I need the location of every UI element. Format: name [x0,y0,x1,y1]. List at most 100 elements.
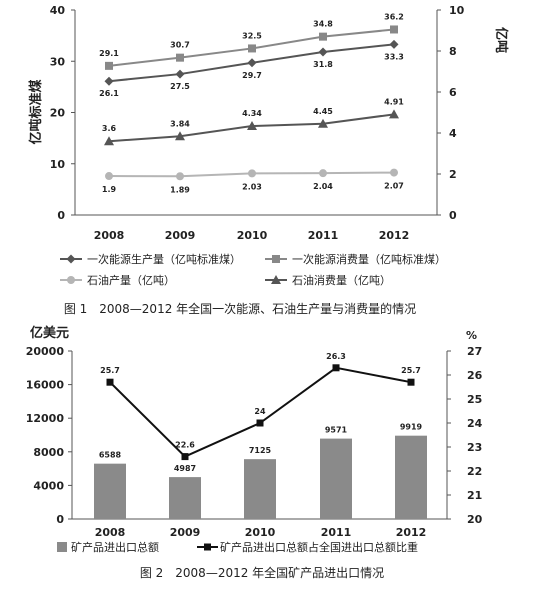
chart2-x-tick-label: 2012 [396,526,427,539]
chart1-legend-3-marker [271,275,281,284]
chart1-series-0-point [389,39,399,49]
chart1-series-1-point [319,32,327,41]
chart1-left-tick-label: 40 [50,4,66,17]
chart1-series-2-point [176,172,184,181]
chart1-series-0-data-label: 29.7 [242,71,262,80]
chart1-series-1-data-label: 36.2 [384,12,404,21]
chart1-left-tick-label: 0 [57,209,65,222]
chart2-ratio-label: 24 [254,407,266,416]
chart1-series-3-point [247,121,257,131]
chart1-legend-2-marker [67,276,75,284]
chart2-left-tick-label: 20000 [26,345,65,358]
chart2-bar [395,435,427,519]
chart1-series-3-point [389,109,399,119]
chart1-right-tick-label: 8 [449,45,457,58]
chart1-series-3-data-label: 3.84 [170,119,190,128]
chart1-series-2-point [319,169,327,178]
chart-mineral-trade: 0 4000 8000 12000 16000 20000 20 21 22 23 24 25 26 27… [26,325,483,554]
chart1-series-1-data-label: 32.5 [242,31,262,40]
chart2-right-tick-label: 24 [467,417,483,430]
chart1-right-tick-label: 2 [449,168,457,181]
chart1-series-1-point [176,53,184,62]
chart2-right-tick-label: 23 [467,441,482,454]
chart1-series-1-data-label: 30.7 [170,41,190,50]
chart1-right-tick-label: 0 [449,209,457,222]
chart1-x-tick-label: 2009 [165,229,196,242]
chart2-ratio-label: 25.7 [100,366,120,375]
chart2-right-tick-label: 22 [467,465,482,478]
chart1-series-3-data-label: 3.6 [102,124,117,133]
chart2-ratio-label: 25.7 [401,366,421,375]
chart1-series-0-data-label: 31.8 [313,60,333,69]
chart1-right-tick-label: 10 [449,4,465,17]
chart1-series-3-point [104,136,114,146]
chart2-legend-bar-label: 矿产品进出口总额 [71,540,159,554]
chart2-bar [244,459,276,519]
chart1-series-2-data-label: 1.9 [102,185,117,194]
chart1-series-1-data-label: 34.8 [313,20,333,29]
chart1-series-1-point [248,44,256,53]
chart2-right-tick-label: 27 [467,345,482,358]
chart2-ratio-label: 22.6 [175,441,195,450]
chart2-bar-label: 7125 [249,446,272,455]
chart1-series-0-data-label: 27.5 [170,82,190,91]
chart1-series-2-point [105,172,113,181]
chart2-left-tick-label: 4000 [33,479,64,492]
chart1-left-tick-label: 20 [50,107,66,120]
chart1-legend-2-label: 石油产量（亿吨） [87,273,175,287]
chart2-bar [320,438,352,519]
chart1-series-2-data-label: 2.04 [313,182,333,191]
chart-energy-oil: 0 10 20 30 40 0 2 4 6 8 10 2008 2009 2010 2011 2012 亿吨标准… [28,4,509,287]
chart1-series-0-data-label: 33.3 [384,52,404,61]
chart2-right-tick-label: 25 [467,393,482,406]
chart1-legend-0-label: 一次能源生产量（亿吨标准煤） [87,252,241,266]
chart2-left-tick-label: 8000 [33,446,64,459]
chart1-series-3-data-label: 4.45 [313,107,333,116]
chart1-series-0-point [247,58,257,68]
chart2-bar [94,463,126,519]
chart2-bar-label: 4987 [174,464,196,473]
chart1-series-1-data-label: 29.1 [99,49,119,58]
chart2-bar [169,477,201,519]
chart1-left-tick-label: 10 [50,158,66,171]
chart1-caption: 图 1 2008—2012 年全国一次能源、石油生产量与消费量的情况 [64,301,416,316]
chart2-right-tick-label: 20 [467,513,483,526]
chart1-series-2-data-label: 1.89 [170,185,190,194]
chart1-left-tick-label: 30 [50,55,66,68]
chart2-ratio-point [407,378,415,386]
chart2-legend-bar-swatch [57,542,67,552]
chart1-series-2-point [248,169,256,178]
chart1-series-0-point [104,76,114,86]
chart1-series-3-data-label: 4.34 [242,109,262,118]
chart2-left-tick-label: 0 [56,513,64,526]
chart1-x-tick-label: 2008 [94,229,125,242]
chart2-bar-label: 9571 [325,426,348,435]
chart2-left-tick-label: 12000 [26,412,65,425]
chart1-series-0-point [175,69,185,79]
chart1-legend-3-label: 石油消费量（亿吨） [292,273,391,287]
chart1-series-1-point [105,61,113,70]
chart1-x-tick-label: 2011 [308,229,339,242]
chart1-x-tick-label: 2012 [379,229,410,242]
chart2-right-axis-title: % [466,329,477,342]
chart2-right-tick-label: 26 [467,369,483,382]
chart1-series-1-point [390,25,398,34]
chart2-legend-line-label: 矿产品进出口总额占全国进出口总额比重 [220,540,418,554]
chart1-series-3-point [175,131,185,141]
chart1-x-tick-label: 2010 [237,229,268,242]
chart2-ratio-label: 26.3 [326,352,346,361]
chart2-ratio-point [256,419,264,427]
chart2-x-tick-label: 2011 [321,526,352,539]
chart2-bar-label: 9919 [400,423,423,432]
chart1-series-2-data-label: 2.07 [384,182,404,191]
chart1-series-0-data-label: 26.1 [99,89,119,98]
chart1-series-3-data-label: 4.91 [384,97,404,106]
chart2-caption: 图 2 2008—2012 年全国矿产品进出口情况 [140,565,384,580]
chart2-ratio-point [106,378,114,386]
chart1-series-3-point [318,118,328,128]
chart1-series-0-point [318,47,328,57]
chart2-ratio-point [332,364,340,372]
chart1-series-2-data-label: 2.03 [242,182,262,191]
chart1-right-tick-label: 4 [449,127,457,140]
